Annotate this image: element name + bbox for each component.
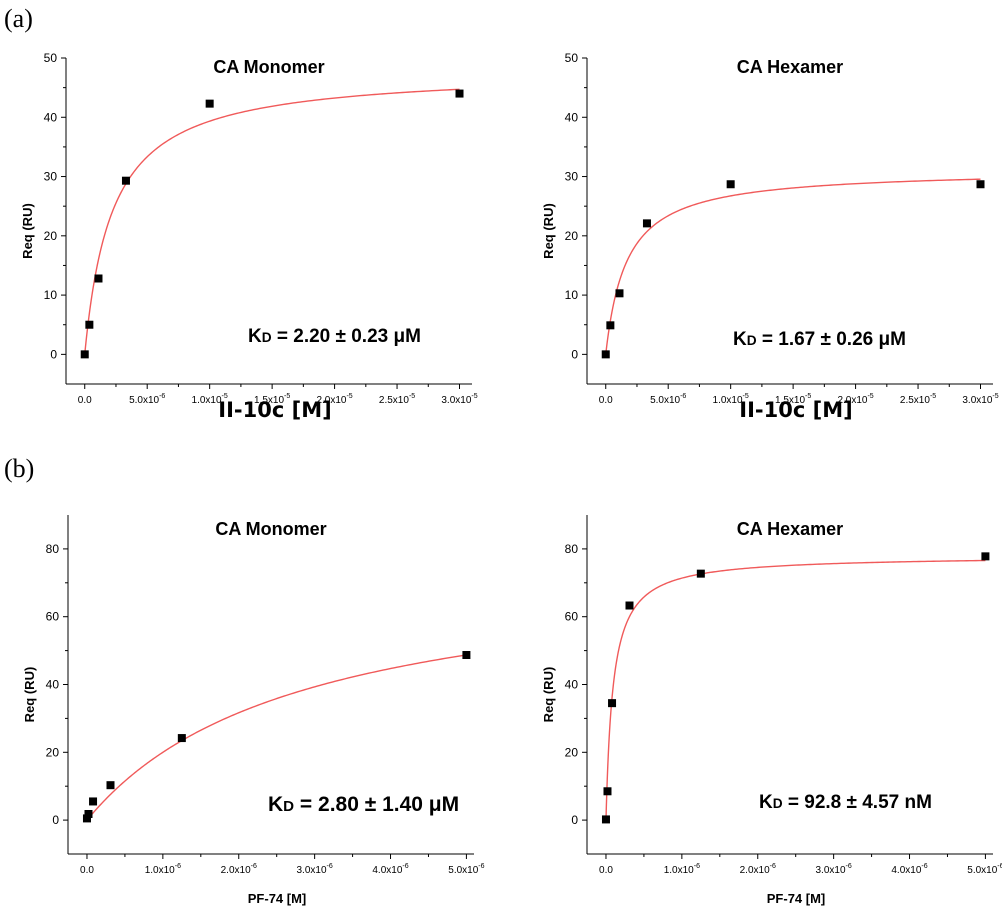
y-tick-label: 40 <box>46 678 60 692</box>
y-tick-label: 50 <box>565 51 579 65</box>
chart-title: CA Monomer <box>215 519 326 539</box>
x-axis-label: PF-74 [M] <box>248 891 307 906</box>
x-tick-label: 2.0x10-6 <box>740 863 776 876</box>
y-tick-label: 20 <box>565 745 579 759</box>
y-tick-label: 80 <box>46 542 60 556</box>
y-axis-label: Req (RU) <box>22 667 37 723</box>
y-tick-label: 30 <box>565 170 579 184</box>
y-tick-label: 60 <box>46 610 60 624</box>
x-axis-label: PF-74 [M] <box>767 891 826 906</box>
data-point <box>89 797 98 806</box>
data-point <box>726 180 735 189</box>
data-point <box>121 176 130 185</box>
x-tick-label: 1.0x10-6 <box>664 863 700 876</box>
fit-curve <box>605 559 986 821</box>
data-point <box>82 814 91 823</box>
chart-title: CA Hexamer <box>737 519 843 539</box>
data-point <box>84 809 93 818</box>
y-tick-label: 10 <box>44 288 58 302</box>
data-point <box>462 651 471 660</box>
y-tick-label: 30 <box>44 170 58 184</box>
y-tick-label: 50 <box>44 51 58 65</box>
x-tick-label: 0.0 <box>78 395 92 406</box>
x-axis-label: II-10c [M] <box>218 398 331 422</box>
chart-b-hexamer: 0 20 40 60 80 0.0 1.0x10-6 2.0x10-6 3.0x10-6 4.0x… <box>541 515 1002 906</box>
x-tick-label: 1.0x10-5 <box>713 393 749 406</box>
data-point <box>642 219 651 228</box>
x-tick-label: 1.0x10-6 <box>145 863 181 876</box>
y-tick-label: 40 <box>565 678 579 692</box>
kd-annotation: KD = 2.80 ± 1.40 μM <box>268 793 459 816</box>
chart-title: CA Monomer <box>213 57 324 77</box>
y-tick-label: 80 <box>565 542 579 556</box>
chart-title: CA Hexamer <box>737 57 843 77</box>
data-point <box>94 274 103 283</box>
x-tick-label: 3.0x10-6 <box>816 863 852 876</box>
panel-label-b: (b) <box>4 454 34 483</box>
fit-curve <box>84 88 460 355</box>
data-point <box>601 815 610 824</box>
y-axis-label: Req (RU) <box>541 667 556 723</box>
y-tick-label: 40 <box>565 110 579 124</box>
y-tick-label: 10 <box>565 288 579 302</box>
x-tick-label: 2.5x10-5 <box>900 393 936 406</box>
chart-a-hexamer: 0 10 20 30 40 50 0.0 5.0x10-6 1.0x10-5 1.5x10-5 2.… <box>541 51 999 422</box>
data-point <box>625 601 634 610</box>
data-point <box>205 99 214 108</box>
chart-b-monomer: 0 20 40 60 80 0.0 1.0x10-6 2.0x10-6 3.0x10-6 4.0x… <box>22 515 485 906</box>
x-tick-label: 5.0x10-6 <box>650 393 686 406</box>
data-point <box>615 289 624 298</box>
panel-label-a: (a) <box>4 4 33 33</box>
data-point <box>601 350 610 359</box>
x-axis-label: II-10c [M] <box>739 398 852 422</box>
data-point <box>696 569 705 578</box>
x-tick-label: 0.0 <box>80 865 94 876</box>
y-axis-label: Req (RU) <box>20 203 35 259</box>
x-tick-label: 3.0x10-6 <box>297 863 333 876</box>
x-tick-label: 0.0 <box>599 865 613 876</box>
x-tick-label: 1.0x10-5 <box>192 393 228 406</box>
y-tick-label: 20 <box>46 745 60 759</box>
kd-annotation: KD = 2.20 ± 0.23 μM <box>248 326 421 347</box>
y-tick-label: 20 <box>44 229 58 243</box>
y-tick-label: 60 <box>565 610 579 624</box>
x-tick-label: 4.0x10-6 <box>372 863 408 876</box>
data-point <box>608 699 617 708</box>
data-point <box>80 350 89 359</box>
data-point <box>177 734 186 743</box>
y-tick-label: 0 <box>571 813 578 827</box>
data-point <box>106 781 115 790</box>
y-tick-label: 0 <box>52 813 59 827</box>
x-tick-label: 1.5x10-5 <box>254 393 290 406</box>
y-tick-label: 0 <box>571 347 578 361</box>
data-point <box>976 180 985 189</box>
x-tick-label: 5.0x10-6 <box>129 393 165 406</box>
y-tick-label: 0 <box>50 347 57 361</box>
x-tick-label: 3.0x10-5 <box>441 393 477 406</box>
y-axis-label: Req (RU) <box>541 203 556 259</box>
x-tick-label: 2.5x10-5 <box>379 393 415 406</box>
x-tick-label: 0.0 <box>599 395 613 406</box>
data-point <box>85 320 94 329</box>
kd-annotation: KD = 92.8 ± 4.57 nM <box>759 792 932 813</box>
x-tick-label: 5.0x10-6 <box>448 863 484 876</box>
y-tick-label: 40 <box>44 110 58 124</box>
chart-a-monomer: 0 10 20 30 40 50 0.0 5.0x10-6 1.0x10-5 1.5x10-5 2.… <box>20 51 478 422</box>
x-tick-label: 5.0x10-6 <box>967 863 1002 876</box>
x-tick-label: 1.5x10-5 <box>775 393 811 406</box>
y-tick-label: 20 <box>565 229 579 243</box>
x-tick-label: 2.0x10-6 <box>221 863 257 876</box>
x-tick-label: 3.0x10-5 <box>962 393 998 406</box>
data-point <box>603 787 612 796</box>
data-point <box>606 321 615 330</box>
kd-annotation: KD = 1.67 ± 0.26 μM <box>733 329 906 350</box>
x-tick-label: 2.0x10-5 <box>837 393 873 406</box>
x-tick-label: 2.0x10-5 <box>316 393 352 406</box>
data-point <box>981 552 990 561</box>
x-tick-label: 4.0x10-6 <box>891 863 927 876</box>
data-point <box>455 89 464 98</box>
